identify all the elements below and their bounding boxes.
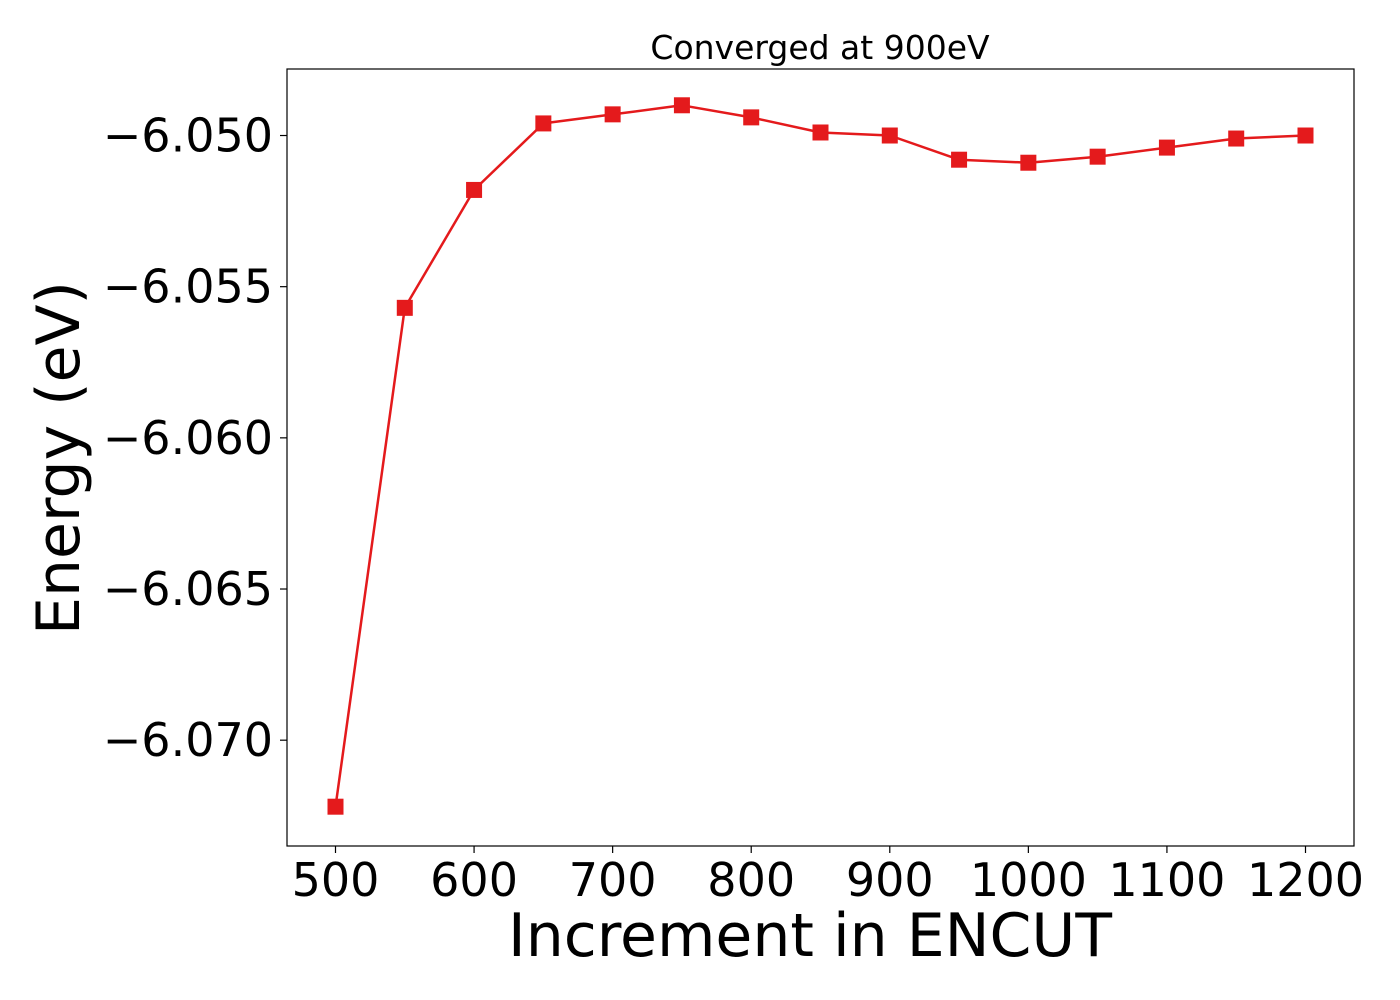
- data-point: [1228, 130, 1245, 147]
- data-point: [535, 115, 552, 132]
- data-point: [812, 124, 829, 141]
- x-tick-label: 800: [707, 853, 795, 907]
- x-tick-label: 500: [292, 853, 380, 907]
- marks: [327, 97, 1314, 815]
- x-axis-title: Increment in ENCUT: [508, 901, 1112, 971]
- x-tick-label: 600: [430, 853, 518, 907]
- data-point: [951, 151, 968, 168]
- x-tick-label: 1200: [1247, 853, 1364, 907]
- data-point: [743, 109, 760, 126]
- data-point: [1020, 154, 1037, 171]
- data-point: [1089, 148, 1106, 165]
- data-point: [466, 181, 483, 198]
- data-point: [396, 299, 413, 316]
- y-tick-label: −6.055: [103, 260, 273, 314]
- x-tick-label: 1100: [1108, 853, 1225, 907]
- data-point: [327, 798, 344, 815]
- data-point: [673, 97, 690, 114]
- data-point: [1297, 127, 1314, 144]
- x-tick-label: 700: [569, 853, 657, 907]
- y-tick-label: −6.070: [103, 713, 273, 767]
- y-tick-label: −6.060: [103, 411, 273, 465]
- data-point: [881, 127, 898, 144]
- data-point: [604, 106, 621, 123]
- y-tick-label: −6.065: [103, 562, 273, 616]
- x-tick-label: 900: [846, 853, 934, 907]
- x-axis: 500 600 700 800 900 1000 1100 1200: [292, 846, 1364, 907]
- data-point: [1158, 139, 1175, 156]
- plot-frame: [286, 68, 1355, 847]
- x-tick-label: 1000: [970, 853, 1087, 907]
- y-axis: −6.050 −6.055 −6.060 −6.065 −6.070: [103, 109, 287, 767]
- chart-title: Converged at 900eV: [650, 28, 990, 67]
- y-axis-title: Energy (eV): [24, 281, 94, 635]
- y-tick-label: −6.050: [103, 109, 273, 163]
- plot-area: [287, 69, 1354, 846]
